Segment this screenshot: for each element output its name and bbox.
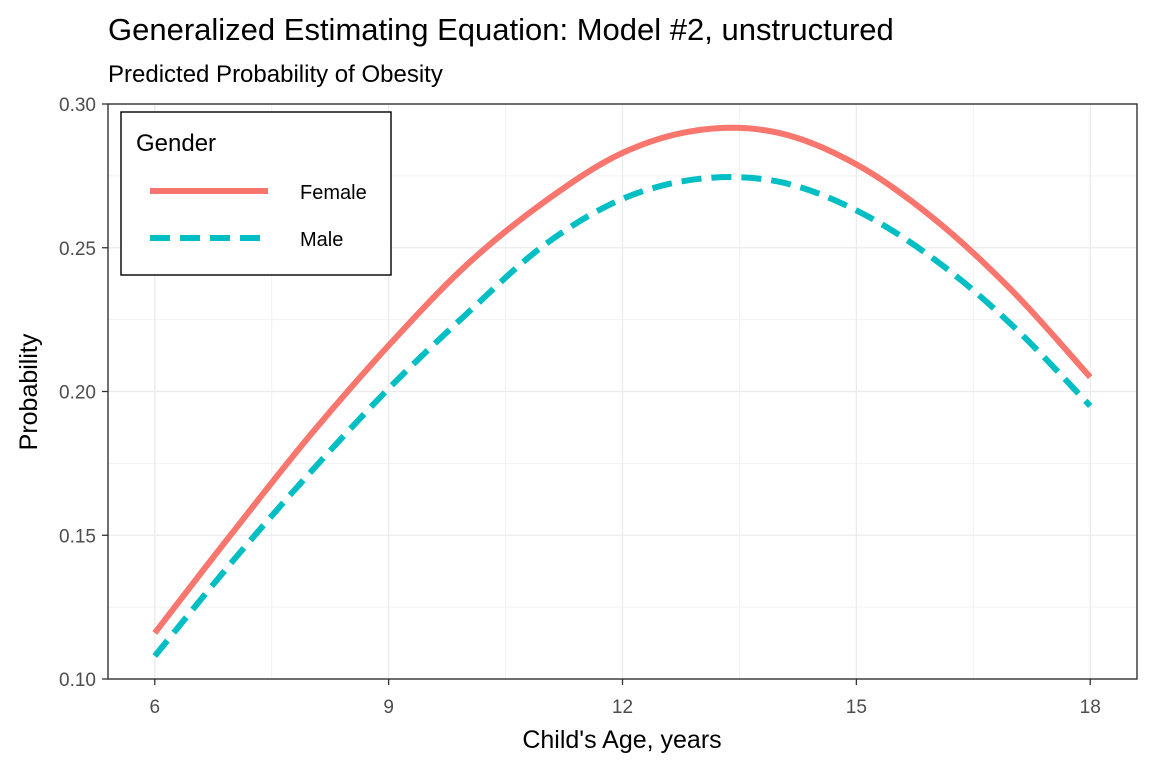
x-tick-label: 6 (149, 697, 160, 718)
x-tick-label: 9 (383, 697, 394, 718)
x-tick-label: 18 (1080, 697, 1101, 718)
y-tick-label: 0.15 (59, 526, 96, 547)
series-line-female (152, 124, 1093, 635)
y-tick-label: 0.25 (59, 239, 96, 260)
y-tick-label: 0.20 (59, 383, 96, 404)
x-tick-label: 12 (612, 697, 633, 718)
y-tick-label: 0.30 (59, 95, 96, 116)
x-axis: 6 9 12 15 18 (149, 679, 1101, 718)
x-axis-title: Child's Age, years (522, 726, 721, 754)
y-tick-label: 0.10 (59, 670, 96, 691)
legend-label-male: Male (300, 229, 343, 251)
legend-title: Gender (136, 130, 216, 157)
chart-title: Generalized Estimating Equation: Model #… (108, 12, 894, 47)
legend: Gender Female Male (120, 111, 392, 276)
legend-items: Female Male (150, 182, 367, 251)
series-layer (152, 124, 1093, 658)
legend-label-female: Female (300, 182, 367, 204)
x-tick-label: 15 (846, 697, 867, 718)
chart-subtitle: Predicted Probability of Obesity (108, 61, 443, 88)
series-line-male (152, 174, 1093, 658)
y-axis: 0.10 0.15 0.20 0.25 0.30 (59, 95, 108, 691)
y-axis-title: Probability (15, 333, 43, 450)
